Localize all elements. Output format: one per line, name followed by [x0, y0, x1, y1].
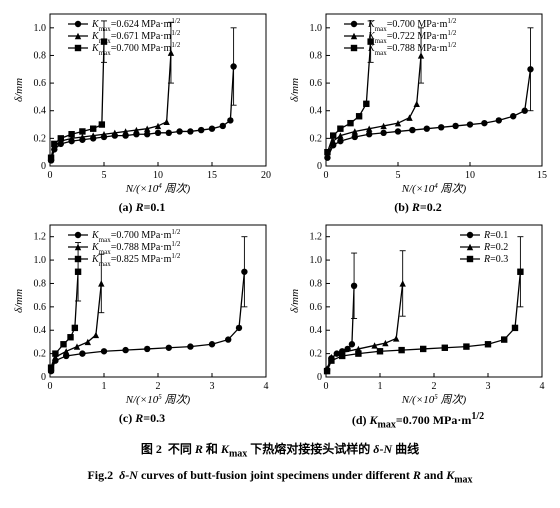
svg-text:15: 15 [537, 170, 547, 181]
svg-text:0: 0 [41, 372, 46, 383]
svg-text:0: 0 [324, 381, 329, 392]
chart-a: 0510152000.20.40.60.81.0δ/mmN/(×104 周次)K… [8, 8, 272, 198]
svg-text:0: 0 [317, 161, 322, 172]
svg-text:δ/mm: δ/mm [13, 289, 25, 313]
svg-text:1.2: 1.2 [310, 232, 323, 243]
svg-text:5: 5 [396, 170, 401, 181]
svg-text:0.4: 0.4 [34, 325, 47, 336]
svg-text:0.6: 0.6 [34, 78, 47, 89]
svg-text:0.8: 0.8 [310, 50, 323, 61]
svg-text:0: 0 [48, 170, 53, 181]
svg-text:0.8: 0.8 [310, 278, 323, 289]
svg-text:10: 10 [153, 170, 163, 181]
panel-b: 05101500.20.40.60.81.0δ/mmN/(×104 周次)Kma… [284, 8, 552, 215]
svg-text:10: 10 [465, 170, 475, 181]
svg-text:δ/mm: δ/mm [13, 78, 25, 102]
caption-en: Fig.2 δ-N curves of butt-fusion joint sp… [8, 468, 552, 485]
svg-text:δ/mm: δ/mm [289, 289, 301, 313]
svg-text:0: 0 [41, 161, 46, 172]
caption-zh: 图 2 不同 R 和 Kmax 下热熔对接接头试样的 δ-N 曲线 [8, 440, 552, 459]
chart-d: 0 1 2 3 4 0 0.2 0.4 0.6 0.8 1.0 1.2 δ/mm N/(×105 周次) R… [284, 219, 548, 409]
svg-text:15: 15 [207, 170, 217, 181]
subcaption-b: (b) R=0.2 [284, 200, 552, 215]
svg-text:1.2: 1.2 [34, 232, 47, 243]
panel-a: 0510152000.20.40.60.81.0δ/mmN/(×104 周次)K… [8, 8, 276, 215]
svg-text:0.6: 0.6 [310, 302, 323, 313]
svg-text:0.2: 0.2 [310, 133, 323, 144]
svg-text:N/(×104 周次): N/(×104 周次) [401, 182, 467, 195]
svg-text:N/(×105 周次): N/(×105 周次) [125, 393, 191, 406]
svg-text:0: 0 [324, 170, 329, 181]
svg-text:3: 3 [210, 381, 215, 392]
svg-text:R=0.1: R=0.1 [483, 230, 508, 241]
svg-text:1: 1 [102, 381, 107, 392]
chart-c: 0123400.20.40.60.81.01.2δ/mmN/(×105 周次)K… [8, 219, 272, 409]
svg-text:R=0.3: R=0.3 [483, 254, 508, 265]
svg-text:0.6: 0.6 [310, 78, 323, 89]
svg-text:0: 0 [317, 372, 322, 383]
svg-text:20: 20 [261, 170, 271, 181]
svg-text:0.6: 0.6 [34, 302, 47, 313]
svg-text:1: 1 [378, 381, 383, 392]
svg-text:4: 4 [264, 381, 269, 392]
subcaption-c: (c) R=0.3 [8, 411, 276, 426]
svg-text:2: 2 [156, 381, 161, 392]
svg-text:1.0: 1.0 [310, 255, 323, 266]
svg-text:N/(×104 周次): N/(×104 周次) [125, 182, 191, 195]
subcaption-d: (d) Kmax=0.700 MPa·m1/2 [284, 411, 552, 430]
svg-text:δ/mm: δ/mm [289, 78, 301, 102]
svg-text:R=0.2: R=0.2 [483, 242, 508, 253]
svg-text:2: 2 [432, 381, 437, 392]
svg-text:5: 5 [102, 170, 107, 181]
subcaption-a: (a) R=0.1 [8, 200, 276, 215]
panel-c: 0123400.20.40.60.81.01.2δ/mmN/(×105 周次)K… [8, 219, 276, 430]
svg-text:0.8: 0.8 [34, 50, 47, 61]
svg-text:1.0: 1.0 [34, 255, 47, 266]
svg-text:0.2: 0.2 [310, 349, 323, 360]
panel-grid: 0510152000.20.40.60.81.0δ/mmN/(×104 周次)K… [8, 8, 552, 430]
svg-text:0.4: 0.4 [310, 106, 323, 117]
chart-b: 05101500.20.40.60.81.0δ/mmN/(×104 周次)Kma… [284, 8, 548, 198]
svg-text:0: 0 [48, 381, 53, 392]
svg-text:4: 4 [540, 381, 545, 392]
svg-text:0.4: 0.4 [310, 325, 323, 336]
svg-text:0.8: 0.8 [34, 278, 47, 289]
svg-text:0.4: 0.4 [34, 106, 47, 117]
svg-text:1.0: 1.0 [34, 23, 47, 34]
svg-text:1.0: 1.0 [310, 23, 323, 34]
panel-d: 0 1 2 3 4 0 0.2 0.4 0.6 0.8 1.0 1.2 δ/mm N/(×105 周次) R… [284, 219, 552, 430]
svg-text:3: 3 [486, 381, 491, 392]
svg-text:0.2: 0.2 [34, 349, 47, 360]
svg-text:0.2: 0.2 [34, 133, 47, 144]
svg-text:N/(×105 周次): N/(×105 周次) [401, 393, 467, 406]
